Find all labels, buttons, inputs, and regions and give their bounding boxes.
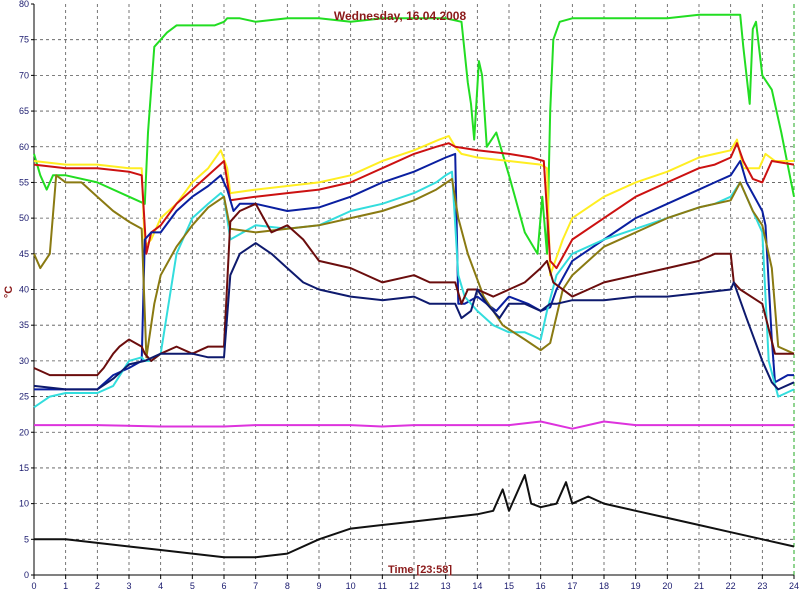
y-tick-label: 20 [19, 427, 29, 437]
x-tick-label: 8 [285, 581, 290, 591]
y-tick-label: 30 [19, 356, 29, 366]
x-tick-label: 18 [599, 581, 609, 591]
chart-title: Wednesday, 16.04.2008 [334, 9, 467, 23]
y-tick-label: 25 [19, 392, 29, 402]
series-line-6 [33, 174, 795, 359]
x-tick-label: 10 [346, 581, 356, 591]
y-tick-label: 5 [24, 534, 29, 544]
x-tick-label: 0 [31, 581, 36, 591]
y-tick-label: 10 [19, 499, 29, 509]
y-tick-label: 45 [19, 249, 29, 259]
x-tick-label: 15 [504, 581, 514, 591]
series-line-7 [33, 202, 794, 377]
y-tick-label: 15 [19, 463, 29, 473]
x-tick-label: 13 [441, 581, 451, 591]
series-line-10 [34, 474, 795, 559]
x-tick-label: 16 [536, 581, 546, 591]
x-tick-label: 17 [567, 581, 577, 591]
y-tick-label: 65 [19, 106, 29, 116]
x-tick-label: 6 [221, 581, 226, 591]
x-tick-label: 5 [190, 581, 195, 591]
series-line-2 [33, 135, 794, 277]
series-line-9 [34, 420, 794, 430]
x-tick-label: 7 [253, 581, 258, 591]
x-tick-label: 3 [126, 581, 131, 591]
y-tick-label: 0 [24, 570, 29, 580]
x-tick-label: 14 [472, 581, 482, 591]
y-tick-label: 75 [19, 35, 29, 45]
x-tick-label: 24 [789, 581, 799, 591]
y-tick-label: 50 [19, 213, 29, 223]
y-tick-label: 55 [19, 177, 29, 187]
series-line-3 [33, 142, 795, 270]
tick-labels: 0 1 2 3 4 5 6 7 8 9 10 11 12 13 14 15 16 17 18 19 20 21 22 23 24… [19, 0, 799, 591]
x-tick-label: 9 [316, 581, 321, 591]
series-line-4 [34, 152, 794, 391]
x-tick-label: 20 [662, 581, 672, 591]
y-tick-label: 80 [19, 0, 29, 9]
y-tick-label: 35 [19, 320, 29, 330]
x-tick-label: 2 [95, 581, 100, 591]
y-tick-label: 70 [19, 70, 29, 80]
x-tick-label: 22 [726, 581, 736, 591]
series-group [33, 13, 795, 559]
x-tick-label: 11 [378, 581, 387, 591]
y-axis-label: °C [3, 286, 15, 298]
series-line-8 [33, 242, 795, 391]
x-tick-label: 19 [631, 581, 641, 591]
x-axis-label: Time [23:58] [388, 564, 452, 576]
y-tick-label: 40 [19, 285, 29, 295]
x-tick-label: 23 [757, 581, 767, 591]
axes [31, 3, 795, 579]
x-tick-label: 4 [158, 581, 163, 591]
x-tick-label: 12 [409, 581, 419, 591]
series-line-1 [33, 13, 795, 255]
x-tick-label: 21 [694, 581, 704, 591]
y-tick-label: 60 [19, 142, 29, 152]
x-tick-label: 1 [63, 581, 68, 591]
